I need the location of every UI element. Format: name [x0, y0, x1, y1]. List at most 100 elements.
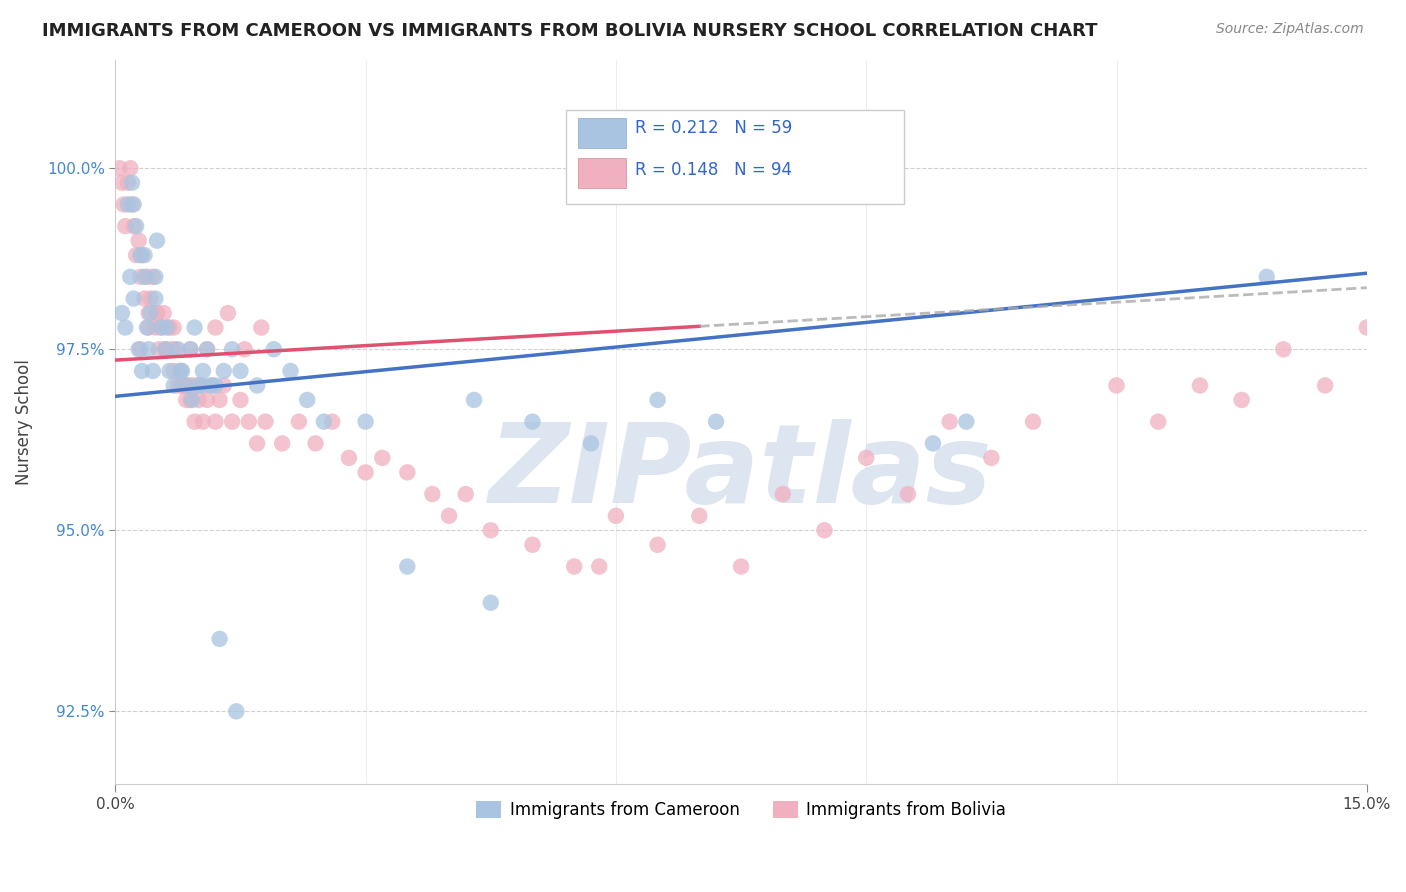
Point — [121, 197, 143, 211]
Point — [246, 436, 269, 450]
Point — [730, 559, 752, 574]
Point — [354, 415, 377, 429]
Point — [163, 378, 186, 392]
Point — [304, 436, 326, 450]
Text: IMMIGRANTS FROM CAMEROON VS IMMIGRANTS FROM BOLIVIA NURSERY SCHOOL CORRELATION C: IMMIGRANTS FROM CAMEROON VS IMMIGRANTS F… — [42, 22, 1098, 40]
Point — [129, 343, 152, 357]
Point — [312, 415, 335, 429]
Point — [179, 343, 201, 357]
Point — [938, 415, 960, 429]
Point — [479, 596, 502, 610]
Point — [212, 378, 235, 392]
Point — [163, 320, 186, 334]
Point — [114, 320, 136, 334]
Point — [221, 343, 243, 357]
Point — [165, 343, 187, 357]
Point — [187, 378, 209, 392]
Point — [321, 415, 343, 429]
Point — [562, 559, 585, 574]
Point — [155, 343, 177, 357]
Point — [134, 248, 156, 262]
Point — [688, 508, 710, 523]
Point — [169, 364, 191, 378]
Point — [131, 248, 153, 262]
Point — [150, 320, 173, 334]
Point — [167, 378, 190, 392]
Point — [125, 248, 148, 262]
Text: R = 0.148   N = 94: R = 0.148 N = 94 — [634, 161, 792, 179]
Point — [647, 392, 669, 407]
Point — [204, 320, 226, 334]
Point — [422, 487, 444, 501]
Point — [579, 436, 602, 450]
Point — [396, 466, 419, 480]
Point — [246, 378, 269, 392]
Point — [122, 219, 145, 234]
Point — [152, 306, 174, 320]
Point — [522, 415, 544, 429]
Point — [855, 450, 877, 465]
Point — [148, 343, 170, 357]
Point — [122, 292, 145, 306]
Point — [112, 197, 135, 211]
Point — [117, 197, 139, 211]
Point — [114, 219, 136, 234]
Point — [1355, 320, 1378, 334]
Point — [179, 392, 201, 407]
Point — [647, 538, 669, 552]
Point — [155, 343, 177, 357]
Point — [229, 392, 252, 407]
Point — [280, 364, 302, 378]
Point — [120, 161, 142, 176]
Point — [588, 559, 610, 574]
Point — [1147, 415, 1170, 429]
FancyBboxPatch shape — [578, 158, 626, 188]
Point — [1022, 415, 1045, 429]
Point — [111, 176, 134, 190]
Point — [139, 306, 162, 320]
Point — [156, 320, 179, 334]
Point — [704, 415, 727, 429]
Point — [170, 364, 193, 378]
Point — [129, 248, 152, 262]
Point — [772, 487, 794, 501]
Point — [1188, 378, 1211, 392]
Point — [142, 364, 165, 378]
Point — [263, 343, 285, 357]
Point — [117, 176, 139, 190]
Point — [238, 415, 260, 429]
Point — [195, 343, 218, 357]
Point — [1256, 269, 1278, 284]
Point — [136, 269, 159, 284]
Point — [186, 378, 208, 392]
Point — [155, 343, 177, 357]
Point — [897, 487, 920, 501]
Text: ZIPatlas: ZIPatlas — [489, 419, 993, 526]
Point — [922, 436, 945, 450]
Point — [463, 392, 485, 407]
Point — [288, 415, 311, 429]
Text: Source: ZipAtlas.com: Source: ZipAtlas.com — [1216, 22, 1364, 37]
Point — [225, 704, 247, 718]
Point — [136, 320, 159, 334]
Point — [170, 378, 193, 392]
Point — [187, 378, 209, 392]
Point — [111, 306, 134, 320]
Point — [191, 364, 214, 378]
Point — [212, 364, 235, 378]
Point — [1230, 392, 1253, 407]
Point — [221, 415, 243, 429]
Point — [134, 292, 156, 306]
Point — [605, 508, 627, 523]
Point — [813, 523, 835, 537]
Point — [181, 378, 204, 392]
Point — [125, 219, 148, 234]
Point — [454, 487, 477, 501]
Point — [128, 343, 150, 357]
Point — [233, 343, 256, 357]
Point — [159, 364, 181, 378]
Point — [146, 234, 169, 248]
Y-axis label: Nursery School: Nursery School — [15, 359, 32, 484]
Point — [163, 364, 186, 378]
Point — [955, 415, 977, 429]
